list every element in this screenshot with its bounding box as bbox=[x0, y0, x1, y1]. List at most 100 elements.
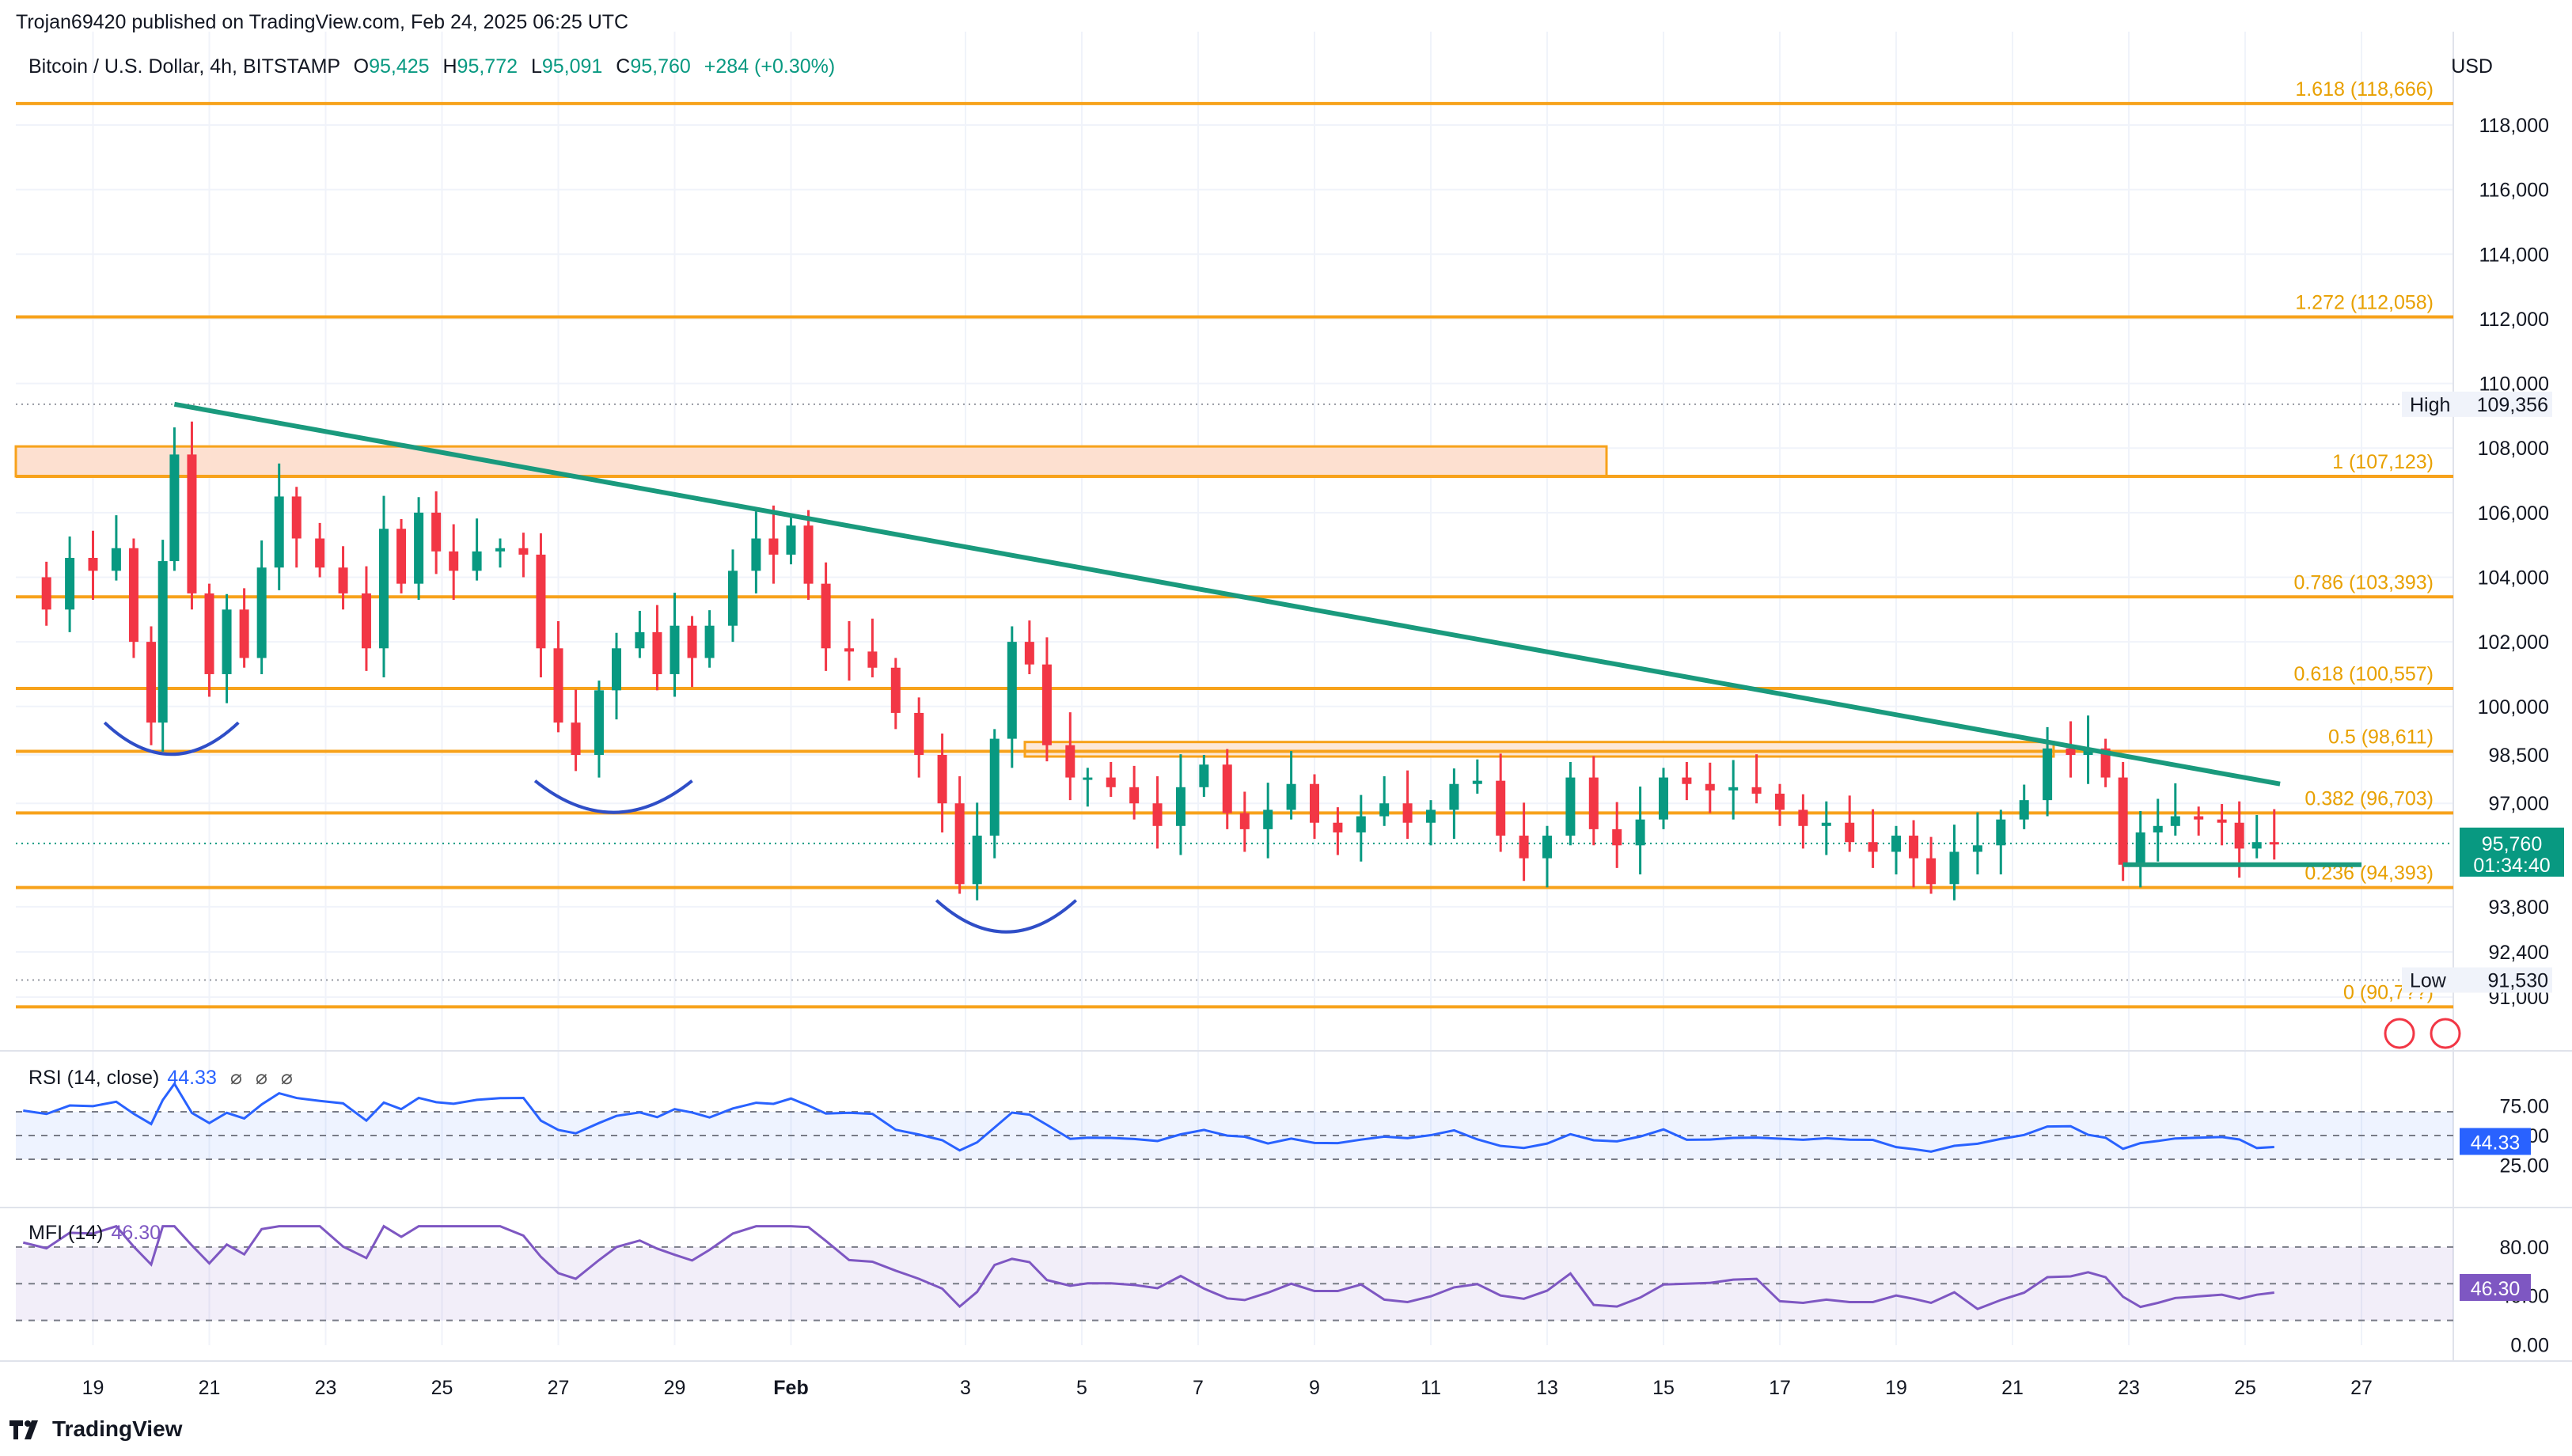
rsi-control-icon[interactable]: ⌀ bbox=[255, 1067, 267, 1089]
currency-label[interactable]: USD bbox=[2451, 55, 2493, 78]
candle-body bbox=[2251, 842, 2262, 849]
candle-body bbox=[2194, 816, 2204, 820]
candle-body bbox=[1635, 819, 1645, 846]
fib-level-label: 0.618 (100,557) bbox=[2293, 663, 2434, 685]
resistance-zone bbox=[14, 445, 1608, 478]
candle-body bbox=[1356, 816, 1366, 832]
price-tick: 106,000 bbox=[2478, 502, 2549, 525]
rsi-control-icon[interactable]: ⌀ bbox=[230, 1067, 242, 1089]
candle-body bbox=[1263, 810, 1273, 829]
candle-body bbox=[2066, 748, 2076, 755]
candle-body bbox=[803, 525, 814, 584]
price-tick: 97,000 bbox=[2489, 793, 2549, 815]
price-tick: 98,500 bbox=[2489, 745, 2549, 767]
price-tick: 93,800 bbox=[2489, 897, 2549, 919]
bar-countdown: 01:34:40 bbox=[2473, 855, 2550, 877]
time-tick: Feb bbox=[773, 1377, 808, 1399]
time-tick: 19 bbox=[82, 1377, 104, 1399]
candle-body bbox=[431, 512, 442, 552]
pattern-arc bbox=[935, 899, 1077, 934]
fib-level-label: 0.786 (103,393) bbox=[2293, 571, 2434, 593]
high-tag-value: 109,356 bbox=[2477, 394, 2548, 416]
candle-body bbox=[1426, 810, 1436, 823]
rsi-value: 44.33 bbox=[167, 1067, 217, 1089]
candle-body bbox=[1775, 793, 1785, 810]
candle-body bbox=[518, 548, 529, 555]
candle-body bbox=[396, 529, 407, 584]
pattern-arc bbox=[103, 721, 240, 756]
candle-body bbox=[1565, 777, 1576, 836]
candle-body bbox=[157, 561, 168, 723]
candle-body bbox=[954, 803, 965, 885]
price-tick: 100,000 bbox=[2478, 696, 2549, 719]
low-tag bbox=[2402, 967, 2552, 993]
candle-body bbox=[1909, 836, 1919, 859]
time-tick: 3 bbox=[960, 1377, 971, 1399]
candle-body bbox=[338, 567, 348, 593]
low-tag-value: 91,530 bbox=[2488, 970, 2548, 992]
candle-body bbox=[786, 525, 796, 555]
candle-body bbox=[728, 571, 738, 626]
candle-body bbox=[256, 567, 267, 658]
candle-body bbox=[635, 631, 645, 649]
candle-body bbox=[1926, 858, 1937, 885]
candle-body bbox=[1024, 642, 1034, 665]
candle-body bbox=[222, 609, 232, 674]
candle-body bbox=[361, 593, 371, 649]
candle-body bbox=[2043, 748, 2053, 801]
candle-body bbox=[1065, 745, 1075, 778]
time-tick: 25 bbox=[431, 1377, 453, 1399]
high-label: H bbox=[442, 55, 457, 78]
candle-body bbox=[1175, 787, 1185, 826]
mfi-legend: MFI (14) 46.30 bbox=[28, 1222, 161, 1245]
rsi-value-tag-text: 44.33 bbox=[2471, 1132, 2521, 1155]
rsi-legend: RSI (14, close) 44.33 ⌀ ⌀ ⌀ bbox=[28, 1066, 293, 1090]
candle-body bbox=[1402, 803, 1413, 823]
candle-body bbox=[291, 496, 302, 539]
rsi-title: RSI (14, close) bbox=[28, 1067, 160, 1089]
candle-body bbox=[274, 496, 284, 568]
price-tick: 112,000 bbox=[2479, 309, 2549, 331]
candle-body bbox=[1659, 777, 1668, 820]
time-tick: 17 bbox=[1769, 1377, 1791, 1399]
last-price-tag bbox=[2460, 827, 2564, 877]
candle-body bbox=[2100, 748, 2111, 778]
candle-body bbox=[1821, 822, 1831, 826]
candle-body bbox=[1199, 764, 1209, 787]
mfi-line bbox=[22, 1224, 2274, 1310]
rsi-axis-tick: 25.00 bbox=[2499, 1155, 2549, 1177]
candle-body bbox=[2269, 842, 2279, 845]
candle-body bbox=[768, 538, 779, 555]
candle-body bbox=[1682, 777, 1692, 784]
symbol-legend: Bitcoin / U.S. Dollar, 4h, BITSTAMP O95,… bbox=[28, 55, 835, 78]
candle-body bbox=[2153, 825, 2163, 832]
candle-body bbox=[670, 625, 680, 674]
candle-body bbox=[1972, 845, 1982, 852]
fib-level-label: 0.382 (96,703) bbox=[2305, 787, 2434, 810]
mfi-value-tag bbox=[2460, 1273, 2531, 1301]
candle-body bbox=[687, 625, 697, 658]
fib-level-label: 1 (107,123) bbox=[2332, 451, 2434, 473]
rsi-line bbox=[23, 1081, 2274, 1153]
candle-body bbox=[1996, 819, 2006, 846]
candle-body bbox=[1379, 803, 1390, 817]
candle-body bbox=[1449, 783, 1459, 810]
candle-body bbox=[1705, 783, 1715, 791]
candle-body bbox=[571, 722, 581, 755]
rsi-control-icon[interactable]: ⌀ bbox=[280, 1067, 293, 1089]
last-price-value: 95,760 bbox=[2482, 833, 2542, 855]
candle-body bbox=[1007, 642, 1017, 739]
candle-body bbox=[914, 712, 924, 755]
price-tick: 92,400 bbox=[2489, 942, 2549, 964]
descending-trendline bbox=[173, 401, 2281, 787]
candle-body bbox=[1868, 842, 1878, 852]
candle-body bbox=[88, 557, 98, 571]
tradingview-brand[interactable]: TradingView bbox=[9, 1416, 182, 1442]
mfi-title: MFI (14) bbox=[28, 1222, 104, 1244]
open-label: O bbox=[353, 55, 370, 78]
rsi-value-tag bbox=[2460, 1128, 2531, 1155]
candle-body bbox=[146, 642, 156, 723]
mfi-axis-tick: 0.00 bbox=[2510, 1335, 2549, 1357]
price-tick: 118,000 bbox=[2479, 115, 2549, 137]
